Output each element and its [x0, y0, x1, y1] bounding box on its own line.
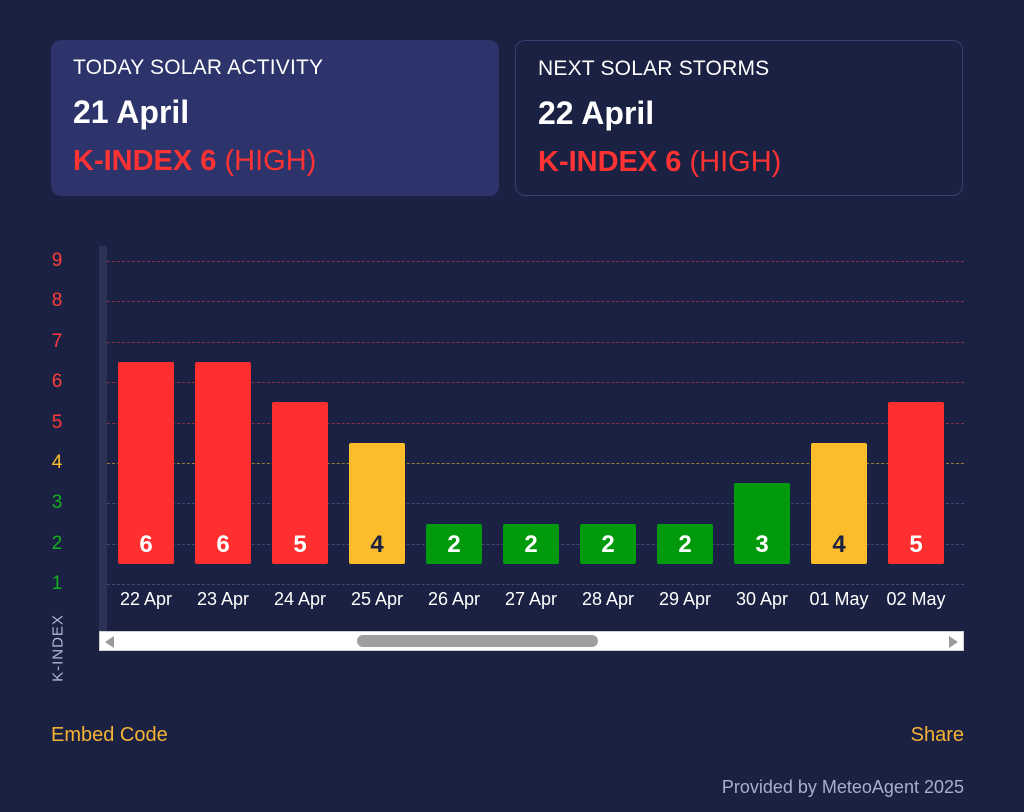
y-tick-label: 2: [51, 532, 63, 554]
x-tick-label: 23 Apr: [196, 589, 250, 609]
share-link[interactable]: Share: [910, 724, 964, 746]
scrollbar-thumb[interactable]: [357, 635, 598, 647]
x-tick-label: 28 Apr: [581, 589, 635, 609]
y-tick-label: 8: [51, 290, 63, 312]
x-tick-label: 24 Apr: [273, 589, 327, 609]
y-tick-label: 1: [51, 573, 63, 595]
next-storms-card: NEXT SOLAR STORMS 22 April K-INDEX 6 (HI…: [515, 40, 963, 196]
x-tick-label: 26 Apr: [427, 589, 481, 609]
x-tick-label: 02 May: [886, 589, 946, 609]
y-axis-line: [99, 246, 107, 631]
y-tick-label: 3: [51, 492, 63, 514]
today-activity-card: TODAY SOLAR ACTIVITY 21 April K-INDEX 6 …: [51, 40, 499, 196]
bar-23-apr[interactable]: [195, 362, 251, 565]
x-tick-label: 27 Apr: [504, 589, 558, 609]
grid-line-8: [107, 301, 964, 303]
y-tick-label: 5: [51, 411, 63, 433]
bar-value-label: 2: [447, 531, 461, 559]
bar-30-apr[interactable]: [734, 483, 790, 565]
bar-26-apr[interactable]: [426, 523, 482, 565]
provider-credit: Provided by MeteoAgent 2025: [721, 777, 964, 797]
bar-value-label: 2: [601, 531, 615, 559]
x-tick-label: 29 Apr: [658, 589, 712, 609]
k-index-chart[interactable]: 6 22 Apr 6 23 Apr 5 24 Apr 4 25 Apr 2 26 Apr 2 27 A…: [107, 246, 964, 631]
bar-02-may[interactable]: [888, 402, 944, 565]
x-tick-label: 30 Apr: [735, 589, 789, 609]
bar-value-label: 2: [678, 531, 692, 559]
bar-22-apr[interactable]: [118, 362, 174, 565]
y-axis-tick-labels: 1 2 3 4 5 6 7 8 9: [40, 0, 76, 812]
today-card-level: (HIGH): [224, 145, 317, 177]
y-axis-title: K-INDEX: [49, 614, 67, 682]
scroll-left-arrow-icon[interactable]: [105, 636, 114, 648]
bar-29-apr[interactable]: [657, 523, 713, 565]
grid-line-4: [107, 463, 964, 464]
next-card-date: 22 April: [538, 95, 655, 131]
bar-value-label: 6: [139, 531, 153, 559]
x-tick-label: 22 Apr: [119, 589, 173, 609]
bar-24-apr[interactable]: [272, 402, 328, 565]
next-card-label: NEXT SOLAR STORMS: [538, 57, 770, 80]
today-card-kindex: K-INDEX 6: [73, 145, 217, 177]
grid-line-3: [107, 503, 964, 505]
next-card-kindex-line: K-INDEX 6 (HIGH): [538, 146, 940, 179]
x-tick-label: 25 Apr: [350, 589, 404, 609]
next-card-kindex: K-INDEX 6: [538, 146, 682, 178]
grid-line-5: [107, 422, 964, 424]
chart-horizontal-scrollbar[interactable]: [99, 631, 964, 651]
y-tick-label: 6: [51, 371, 63, 393]
bar-value-label: 4: [370, 531, 384, 559]
bar-27-apr[interactable]: [503, 523, 559, 565]
grid-line-6: [107, 382, 964, 384]
grid-line-1: [107, 584, 964, 586]
y-tick-label: 4: [51, 452, 63, 473]
scroll-right-arrow-icon[interactable]: [949, 636, 958, 648]
grid-line-9: [107, 261, 964, 262]
y-tick-label: 7: [51, 330, 63, 352]
bar-value-label: 5: [293, 531, 307, 559]
next-card-level: (HIGH): [689, 146, 782, 178]
embed-code-link[interactable]: Embed Code: [51, 724, 168, 746]
today-card-label: TODAY SOLAR ACTIVITY: [73, 56, 324, 79]
bar-value-label: 2: [524, 531, 538, 559]
grid-line-7: [107, 341, 964, 343]
today-card-kindex-line: K-INDEX 6 (HIGH): [73, 145, 477, 178]
bar-value-label: 3: [755, 531, 769, 559]
bar-value-label: 6: [216, 531, 230, 559]
bar-25-apr[interactable]: [349, 442, 405, 565]
today-card-date: 21 April: [73, 94, 190, 130]
bar-value-label: 4: [832, 531, 846, 559]
bar-value-label: 5: [909, 531, 923, 559]
bar-01-may[interactable]: [811, 442, 867, 565]
bar-28-apr[interactable]: [580, 523, 636, 565]
y-tick-label: 9: [51, 250, 63, 271]
x-tick-label: 01 May: [809, 589, 869, 609]
